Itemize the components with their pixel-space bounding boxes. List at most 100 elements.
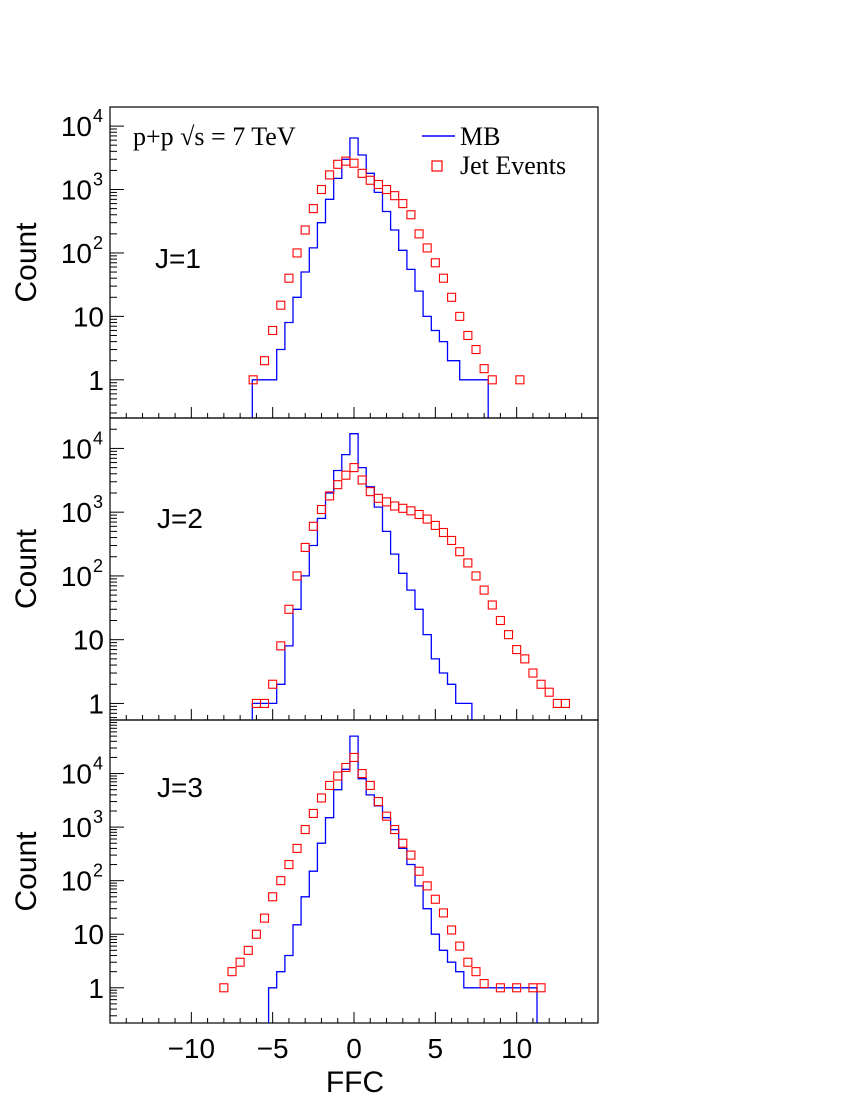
annotation: p+p √s = 7 TeV [133,122,296,151]
jet-marker [381,811,392,821]
jet-marker [455,547,465,557]
jet-marker [414,509,424,520]
jet-marker [528,668,538,678]
jet-marker [292,571,302,581]
jet-marker [365,780,375,790]
jet-marker [463,558,473,568]
jet-marker [373,179,383,190]
y-tick-base: 10 [73,625,104,656]
jet-marker [438,527,449,538]
jet-marker [300,825,310,835]
jet-marker [406,850,416,860]
legend-mb-label: MB [460,122,500,151]
y-axis-label: Count [10,528,43,609]
y-tick-base: 10 [61,866,92,897]
jet-marker [284,604,294,614]
y-tick-label: 10 [61,561,92,592]
jet-marker [463,957,473,967]
collision-annotation: p+p √s = 7 TeV [133,122,296,151]
jet-marker [422,881,432,891]
jet-marker [292,248,302,258]
y-tick-label: 1 [88,688,104,719]
jet-marker [381,184,392,195]
y-tick-exponent: 2 [93,233,103,253]
jet-marker [276,641,286,651]
jet-marker [251,929,261,939]
jet-marker [430,520,440,530]
jet-marker [341,470,351,480]
panel-label: J=2 [157,503,203,534]
jet-marker [406,210,416,220]
y-axis-label: Count [10,222,43,303]
x-tick-labels: −10 −5 0 5 10 [168,1033,533,1064]
jet-marker [455,311,465,321]
jet-marker [398,838,408,848]
jet-marker [455,941,465,951]
jet-marker [248,375,258,385]
jet-marker [259,913,270,923]
jet-marker [503,630,514,640]
y-tick-base: 10 [61,433,92,464]
jet-marker [390,825,400,835]
jet-marker [349,752,359,762]
jet-marker [308,204,318,214]
jet-marker [325,780,335,790]
y-tick-label: 10 [73,625,104,656]
jet-marker [365,487,375,497]
jet-marker [544,687,554,697]
y-tick-base: 10 [61,497,92,528]
jet-marker [536,679,546,689]
jet-marker [219,983,229,993]
jet-marker [284,273,294,283]
y-tick-label: 10 [73,919,104,950]
legend: MB Jet Events [422,122,566,180]
jet-marker [479,364,489,374]
jet-marker [308,808,318,818]
jet-marker [316,184,327,195]
x-axis-label: FFC [326,1066,384,1099]
jet-marker [479,978,489,989]
jet-marker [276,876,286,886]
legend-jet-marker [431,160,443,172]
jet-marker [325,170,335,180]
jet-marker [438,908,449,918]
y-tick-base: 10 [61,238,92,269]
y-tick-label: 10 [61,812,92,843]
jet-marker [447,292,457,302]
jet-marker [357,475,367,485]
jet-marker [422,243,432,253]
y-tick-exponent: 3 [93,170,103,190]
jet-marker [300,542,310,552]
jet-marker [268,679,278,689]
jet-marker [341,762,351,773]
jet-marker [560,698,571,708]
jet-marker [422,514,432,524]
y-tick-exponent: 3 [93,492,103,512]
y-tick-label: 10 [61,759,92,790]
jet-marker [495,983,505,993]
y-tick-exponent: 4 [93,106,103,126]
y-tick-base: 10 [61,812,92,843]
jet-marker [284,859,294,870]
y-tick-exponent: 2 [93,556,103,576]
jet-marker [357,168,367,178]
jet-marker [471,344,481,355]
jet-marker [349,158,359,168]
y-tick-base: 10 [61,111,92,142]
jet-marker [292,843,302,853]
jet-marker [268,325,278,336]
jet-marker [479,585,489,595]
y-tick-base: 10 [61,175,92,206]
y-tick-label: 10 [61,497,92,528]
jet-marker [438,273,449,283]
jet-marker [512,983,522,993]
y-tick-base: 1 [88,688,104,719]
y-tick-label: 10 [61,433,92,464]
jet-marker [447,535,457,546]
jet-marker [259,698,270,708]
x-tick-label: −5 [257,1033,289,1064]
